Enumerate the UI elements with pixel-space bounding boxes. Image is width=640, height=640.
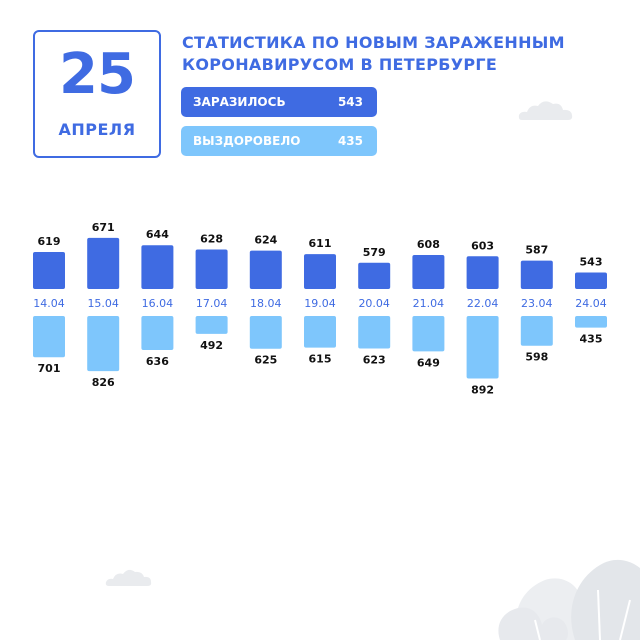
label-recovered-23.04: 598 (525, 351, 548, 364)
legend-recovered: ВЫЗДОРОВЕЛО 435 (181, 126, 377, 156)
label-recovered-16.04: 636 (146, 355, 169, 368)
leaf-decoration-icon (498, 559, 640, 640)
bar-infected-15.04 (87, 237, 120, 289)
date-label-19.04: 19.04 (304, 297, 336, 310)
legend-recovered-label: ВЫЗДОРОВЕЛО (193, 134, 301, 148)
bar-recovered-15.04 (87, 316, 120, 372)
bar-infected-24.04 (575, 272, 607, 289)
date-label-23.04: 23.04 (521, 297, 553, 310)
date-label-18.04: 18.04 (250, 297, 282, 310)
title-line-1: СТАТИСТИКА ПО НОВЫМ ЗАРАЖЕННЫМ (182, 33, 565, 52)
date-label-17.04: 17.04 (196, 297, 228, 310)
date-month: АПРЕЛЯ (58, 120, 136, 139)
bar-recovered-17.04 (195, 316, 228, 334)
bar-infected-20.04 (358, 262, 391, 289)
bar-recovered-18.04 (249, 316, 282, 349)
label-infected-14.04: 619 (38, 235, 61, 248)
label-recovered-24.04: 435 (580, 333, 603, 346)
bar-recovered-24.04 (575, 316, 607, 328)
date-label-15.04: 15.04 (87, 297, 119, 310)
label-infected-23.04: 587 (525, 244, 548, 257)
date-label-20.04: 20.04 (358, 297, 390, 310)
label-infected-19.04: 611 (309, 237, 332, 250)
label-infected-17.04: 628 (200, 233, 223, 246)
bar-infected-23.04 (520, 260, 553, 289)
label-recovered-21.04: 649 (417, 356, 440, 369)
cloud-icon (105, 569, 152, 586)
bar-infected-16.04 (141, 245, 174, 289)
bar-recovered-23.04 (520, 316, 553, 346)
legend-recovered-value: 435 (337, 134, 363, 148)
page-title: СТАТИСТИКА ПО НОВЫМ ЗАРАЖЕННЫМ КОРОНАВИР… (182, 32, 602, 76)
bar-recovered-21.04 (412, 316, 445, 352)
label-recovered-22.04: 892 (471, 383, 494, 396)
date-label-21.04: 21.04 (413, 297, 445, 310)
bar-recovered-22.04 (466, 316, 499, 379)
label-recovered-15.04: 826 (92, 376, 115, 389)
label-recovered-14.04: 701 (38, 362, 61, 375)
legend-infected-label: ЗАРАЗИЛОСЬ (193, 95, 286, 109)
date-label-14.04: 14.04 (33, 297, 65, 310)
title-line-2: КОРОНАВИРУСОМ В ПЕТЕРБУРГЕ (182, 55, 498, 74)
bar-infected-14.04 (33, 251, 65, 289)
bar-infected-21.04 (412, 254, 445, 289)
date-box: 25 АПРЕЛЯ (33, 30, 161, 158)
date-label-22.04: 22.04 (467, 297, 499, 310)
bar-infected-22.04 (466, 256, 499, 289)
bar-recovered-14.04 (33, 316, 65, 358)
bar-recovered-20.04 (358, 316, 391, 349)
label-infected-16.04: 644 (146, 228, 169, 241)
bar-infected-18.04 (249, 250, 282, 289)
label-recovered-18.04: 625 (254, 354, 277, 367)
label-recovered-20.04: 623 (363, 354, 386, 367)
bar-infected-19.04 (304, 254, 336, 289)
date-label-24.04: 24.04 (575, 297, 607, 310)
legend-infected: ЗАРАЗИЛОСЬ 543 (181, 87, 377, 117)
label-recovered-17.04: 492 (200, 339, 223, 352)
bar-infected-17.04 (195, 249, 228, 289)
label-infected-15.04: 671 (92, 221, 115, 234)
legend-infected-value: 543 (337, 95, 363, 109)
label-infected-21.04: 608 (417, 238, 440, 251)
bar-recovered-19.04 (304, 316, 336, 348)
label-infected-24.04: 543 (580, 255, 603, 268)
date-label-16.04: 16.04 (142, 297, 174, 310)
date-day: 25 (59, 42, 136, 107)
cloud-icon (518, 101, 573, 120)
label-recovered-19.04: 615 (309, 353, 332, 366)
label-infected-22.04: 603 (471, 239, 494, 252)
label-infected-18.04: 624 (254, 234, 277, 247)
label-infected-20.04: 579 (363, 246, 386, 259)
bar-recovered-16.04 (141, 316, 174, 350)
